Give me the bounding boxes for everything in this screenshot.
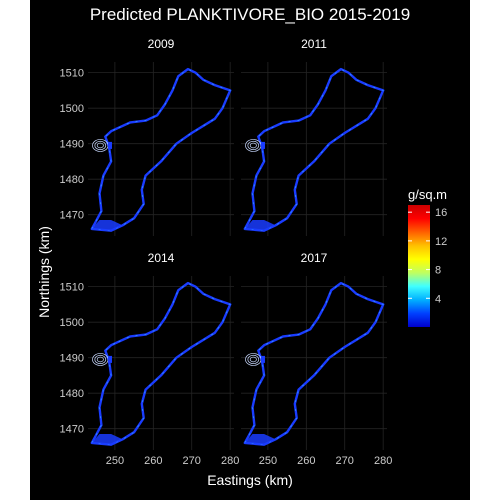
colorbar-tick-label: 12: [435, 236, 447, 248]
coastline-highlight: [244, 282, 384, 446]
lagoon-ring: [249, 142, 257, 149]
lagoon-ring: [96, 142, 104, 149]
figure-title: Predicted PLANKTIVORE_BIO 2015-2019: [89, 5, 411, 24]
island-coastline: [243, 67, 385, 232]
island-coastline: [90, 281, 232, 446]
island-coastline: [90, 67, 232, 232]
lagoon-ring: [94, 354, 107, 364]
y-tick-label: 1490: [60, 139, 84, 151]
facet-label: 2017: [301, 251, 328, 265]
x-tick-label: 250: [259, 455, 277, 467]
y-tick-label: 1480: [60, 174, 84, 186]
lagoon-ring: [249, 356, 257, 363]
lagoon-ring: [96, 356, 104, 363]
facet-label: 2014: [148, 251, 175, 265]
lagoon-reef: [260, 355, 265, 363]
facet-panel-2009: 2009 1470 1480 1490 1500 1510: [60, 37, 234, 236]
lagoon-ring: [94, 140, 107, 150]
y-tick-label: 1470: [60, 424, 84, 436]
y-tick-label: 1470: [60, 210, 84, 222]
x-tick-label: 280: [221, 455, 239, 467]
legend-title: g/sq.m: [408, 187, 448, 202]
y-tick-label: 1500: [60, 317, 84, 329]
facet-panel-2011: 2011: [241, 37, 387, 236]
southern-reef: [244, 220, 276, 231]
x-tick-label: 270: [183, 455, 201, 467]
lagoon-reef: [107, 141, 112, 149]
colorbar-tick-label: 4: [435, 293, 441, 305]
y-tick-label: 1510: [60, 68, 84, 80]
y-tick-label: 1500: [60, 103, 84, 115]
lagoon-reef: [260, 141, 265, 149]
facet-label: 2011: [301, 37, 327, 51]
x-tick-label: 260: [297, 455, 315, 467]
coastline-highlight: [91, 68, 231, 232]
facet-label: 2009: [148, 37, 175, 51]
lagoon-ring: [247, 140, 260, 150]
colorbar-tick-label: 8: [435, 265, 441, 277]
plot-background: [30, 0, 470, 500]
coastline-highlight: [91, 282, 231, 446]
x-axis-label: Eastings (km): [207, 472, 293, 488]
x-tick-label: 270: [336, 455, 354, 467]
y-tick-label: 1480: [60, 388, 84, 400]
y-tick-label: 1510: [60, 282, 84, 294]
y-tick-label: 1490: [60, 353, 84, 365]
southern-reef: [244, 434, 276, 445]
southern-reef: [91, 220, 123, 231]
colorbar-tick-label: 16: [435, 207, 447, 219]
coastline-highlight: [244, 68, 384, 232]
facet-panel-2017: 2017 250 260 270 280: [241, 251, 392, 467]
facet-panel-2014: 2014 1470 1480 1490 1500 1510 250 260 270 280: [60, 251, 240, 467]
x-tick-label: 280: [374, 455, 392, 467]
island-coastline: [243, 281, 385, 446]
lagoon-reef: [107, 355, 112, 363]
x-tick-label: 250: [106, 455, 124, 467]
colorbar: [408, 205, 430, 327]
x-tick-label: 260: [144, 455, 162, 467]
southern-reef: [91, 434, 123, 445]
lagoon-ring: [247, 354, 260, 364]
